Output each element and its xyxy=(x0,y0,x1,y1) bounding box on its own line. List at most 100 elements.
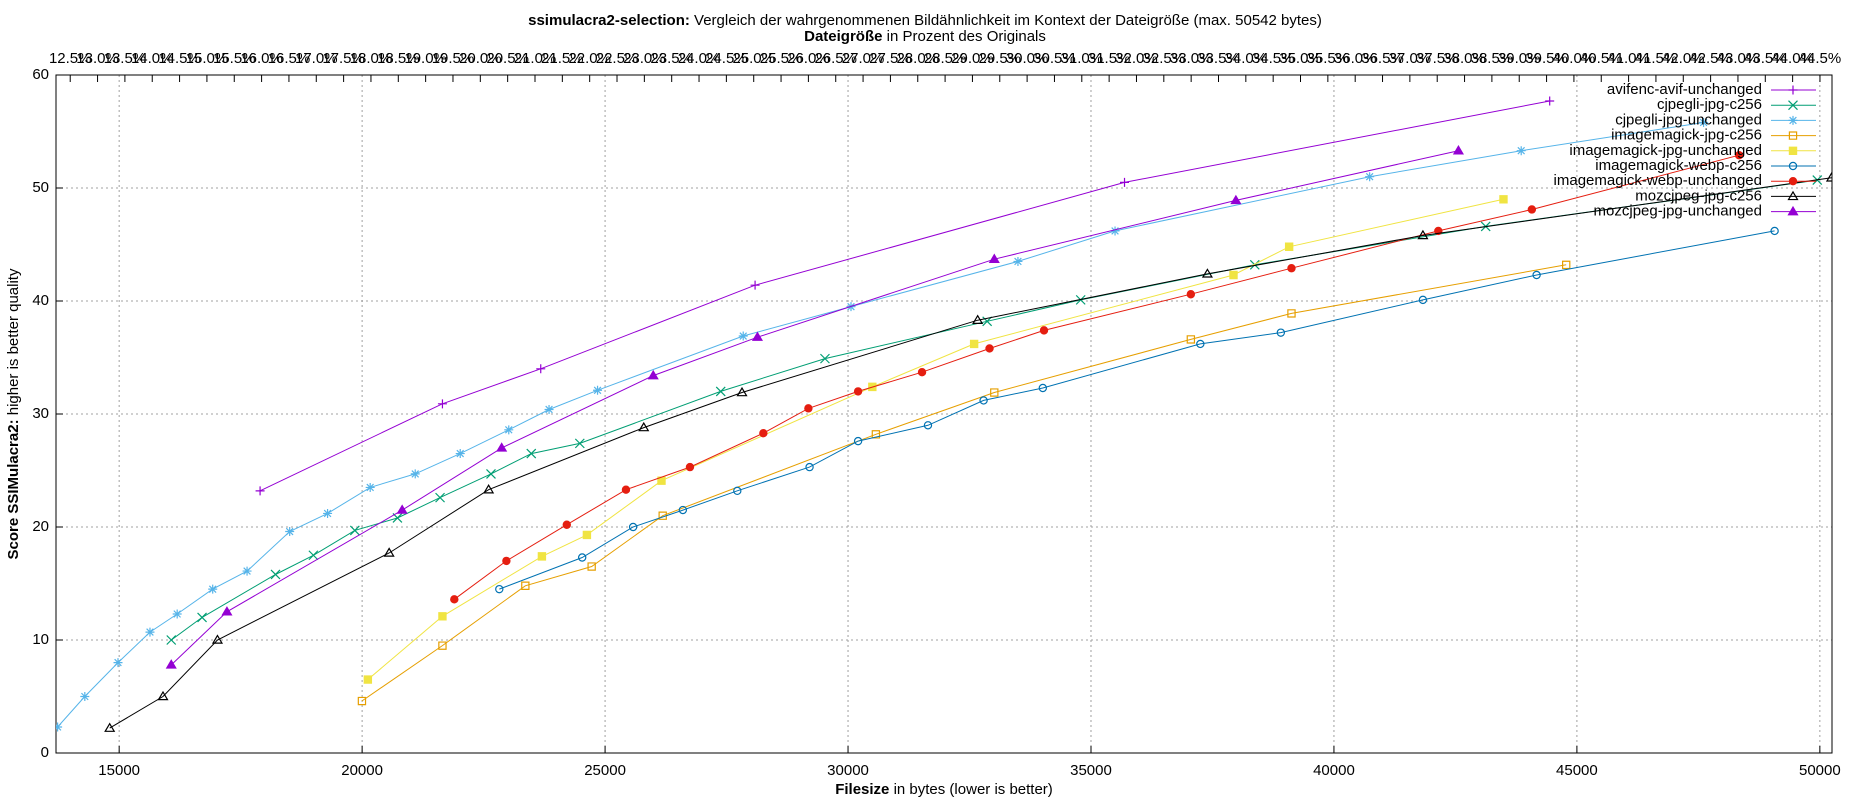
data-point xyxy=(1734,151,1744,160)
x2-tick-label: 40.0% xyxy=(1553,50,1596,67)
x2-tick-label: 42.5% xyxy=(1689,50,1732,67)
data-point xyxy=(255,486,265,496)
series xyxy=(255,96,1555,496)
data-point xyxy=(628,522,638,532)
x2-tick-label: 39.0% xyxy=(1498,50,1541,67)
plot-border xyxy=(55,74,1833,754)
data-point xyxy=(526,448,537,459)
data-point xyxy=(751,331,764,341)
data-point xyxy=(1249,259,1260,270)
legend-marker xyxy=(1788,177,1798,186)
data-point xyxy=(985,344,994,353)
data-point xyxy=(1201,268,1213,278)
data-point xyxy=(1186,335,1196,344)
data-point xyxy=(221,606,233,616)
x2-tick-label: 43.0% xyxy=(1717,50,1760,67)
data-point xyxy=(197,612,207,623)
data-point xyxy=(437,399,447,409)
data-point xyxy=(1287,309,1296,318)
data-point xyxy=(56,722,63,732)
x2-tick-label: 38.5% xyxy=(1471,50,1514,67)
data-point xyxy=(80,692,90,701)
x2-tick-label: 30.5% xyxy=(1033,50,1076,67)
legend-label: imagemagick-webp-c256 xyxy=(1595,157,1762,174)
x-label-text: in bytes (lower is better) xyxy=(889,781,1052,798)
data-point xyxy=(1196,339,1205,349)
data-point xyxy=(738,331,748,341)
x2-tick-label: 31.5% xyxy=(1088,50,1131,67)
x2-tick-label: 27.0% xyxy=(842,50,885,67)
x-tick-label: 45000 xyxy=(1556,762,1598,779)
x2-axis-label: Dateigröße in Prozent des Originals xyxy=(804,28,1046,45)
x2-tick-label: 30.0% xyxy=(1006,50,1049,67)
data-point xyxy=(165,659,177,669)
x-tick-label: 15000 xyxy=(98,762,140,779)
legend-label: mozcjpeg-jpg-unchanged xyxy=(1594,203,1762,220)
data-point xyxy=(349,525,360,536)
x2-tick-label: 19.0% xyxy=(404,50,447,67)
data-point xyxy=(1452,145,1464,155)
x2-tick-label: 15.0% xyxy=(186,50,229,67)
data-point xyxy=(536,364,546,374)
x2-tick-label: 43.5% xyxy=(1744,50,1787,67)
x2-tick-label: 37.0% xyxy=(1389,50,1432,67)
data-point xyxy=(104,722,116,732)
data-point xyxy=(486,468,496,479)
data-point xyxy=(496,442,508,452)
data-point xyxy=(562,520,571,529)
x2-tick-label: 23.5% xyxy=(650,50,693,67)
data-point xyxy=(438,612,447,621)
x2-tick-label: 15.5% xyxy=(213,50,256,67)
x2-tick-label: 34.5% xyxy=(1252,50,1295,67)
y-axis-label: Score SSIMulacra2: higher is better qual… xyxy=(5,268,22,559)
legend-label: cjpegli-jpg-unchanged xyxy=(1615,111,1762,128)
series-line xyxy=(367,198,1504,680)
x2-tick-label: 18.0% xyxy=(350,50,393,67)
data-point xyxy=(972,314,984,324)
x2-tick-label: 33.5% xyxy=(1197,50,1240,67)
series-line xyxy=(171,179,1818,641)
data-point xyxy=(166,635,177,645)
data-point xyxy=(647,369,659,380)
legend-marker xyxy=(1788,115,1798,125)
x2-tick-label: 17.0% xyxy=(295,50,338,67)
data-point xyxy=(1229,270,1238,280)
data-point xyxy=(208,584,218,594)
data-point xyxy=(917,368,927,377)
data-point xyxy=(1013,256,1023,266)
series-line xyxy=(259,100,1550,492)
y-tick-label: 50 xyxy=(32,179,49,196)
y-label-bold: Score SSIMulacra2: xyxy=(5,419,22,559)
x-tick-label: 40000 xyxy=(1313,762,1355,779)
x2-tick-label: 13.0% xyxy=(76,50,119,67)
x2-tick-label: 12.5% xyxy=(49,50,92,67)
data-point xyxy=(483,484,495,494)
data-point xyxy=(396,504,408,514)
x2-tick-label: 39.5% xyxy=(1525,50,1568,67)
x2-tick-label: 29.5% xyxy=(978,50,1021,67)
x-label-bold: Filesize xyxy=(835,781,889,798)
x2-tick-label: 14.0% xyxy=(131,50,174,67)
series xyxy=(56,117,1709,732)
x2-tick-label: 44.5% xyxy=(1799,50,1842,67)
data-point xyxy=(323,508,333,518)
x-tick-label: 35000 xyxy=(1070,762,1112,779)
x2-tick-label: 41.5% xyxy=(1635,50,1678,67)
x2-tick-label: 36.5% xyxy=(1361,50,1404,67)
x2-tick-label: 22.5% xyxy=(596,50,639,67)
data-point xyxy=(1699,117,1709,127)
series-line xyxy=(454,154,1740,600)
data-point xyxy=(1417,229,1429,240)
x2-tick-label: 21.0% xyxy=(514,50,557,67)
x-tick-label: 20000 xyxy=(341,762,383,779)
series-line xyxy=(361,264,1567,702)
x2-tick-label: 27.5% xyxy=(869,50,912,67)
x-tick-label: 50000 xyxy=(1799,762,1841,779)
data-point xyxy=(658,511,667,520)
data-point xyxy=(982,316,993,327)
data-point xyxy=(1287,264,1296,273)
data-point xyxy=(1825,172,1832,182)
data-point xyxy=(969,339,979,349)
data-point xyxy=(1110,226,1120,236)
legend-label: avifenc-avif-unchanged xyxy=(1607,81,1762,98)
